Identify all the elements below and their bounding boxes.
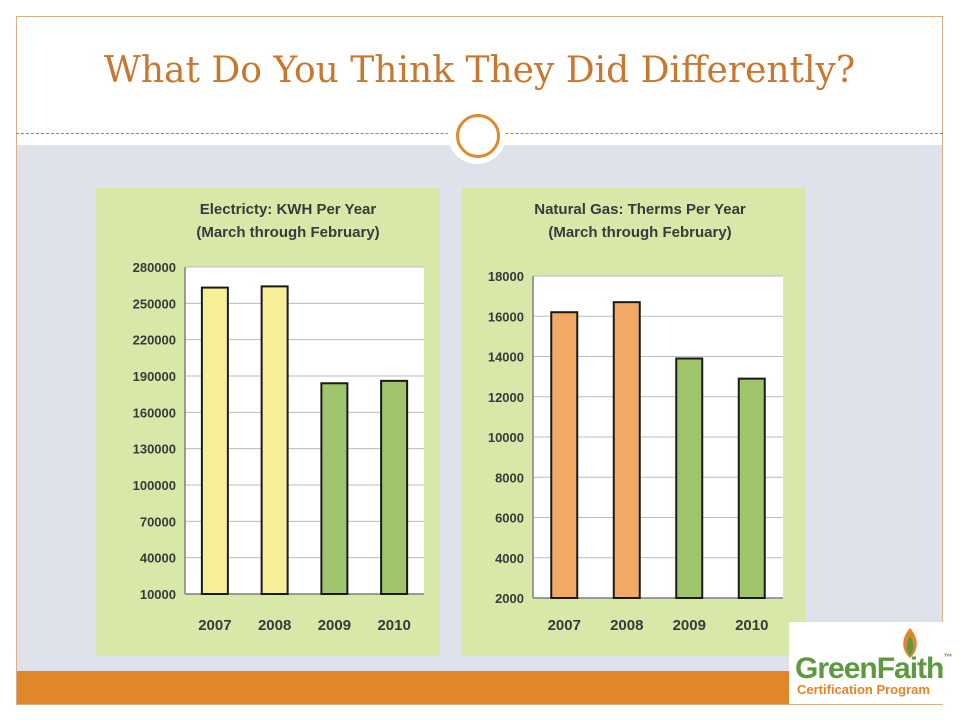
bar-2010: [380, 379, 409, 595]
flame-leaf-icon: [903, 628, 917, 658]
y-tick-label: 70000: [140, 514, 176, 529]
y-tick-label: 18000: [488, 269, 524, 284]
y-tick-label: 250000: [133, 296, 176, 311]
chart-title: Electricty: KWH Per Year: [200, 201, 377, 218]
footer-bar: [17, 671, 942, 704]
y-tick-label: 100000: [133, 478, 176, 493]
y-tick-label: 2000: [495, 591, 524, 606]
x-category-label: 2007: [198, 617, 231, 634]
electricity-chart-panel: Electricty: KWH Per Year (March through …: [96, 188, 440, 656]
y-tick-label: 12000: [488, 390, 524, 405]
y-tick-label: 4000: [495, 551, 524, 566]
bar-2009: [675, 357, 704, 599]
y-tick-label: 160000: [133, 405, 176, 420]
y-tick-label: 6000: [495, 511, 524, 526]
greenfaith-logo: GreenFaith™ Certification Program: [789, 622, 952, 704]
y-tick-label: 14000: [488, 350, 524, 365]
bar-2008: [612, 301, 641, 599]
bar-2008: [260, 285, 289, 595]
slide-frame: [16, 16, 943, 705]
gas-chart: Natural Gas: Therms Per Year (March thro…: [462, 188, 806, 656]
y-tick-label: 40000: [140, 551, 176, 566]
gas-chart-panel: Natural Gas: Therms Per Year (March thro…: [462, 188, 806, 656]
y-tick-label: 220000: [133, 333, 176, 348]
x-category-label: 2008: [258, 617, 291, 634]
circle-ring-icon: [456, 114, 500, 158]
bar-2007: [200, 286, 229, 595]
y-tick-label: 16000: [488, 309, 524, 324]
slide-title: What Do You Think They Did Differently?: [103, 50, 856, 91]
y-tick-label: 190000: [133, 369, 176, 384]
electricity-plot-area: 10000 40000 70000 100000 130000 160000 190000 2…: [133, 260, 424, 634]
x-category-label: 2007: [548, 617, 581, 634]
y-tick-label: 280000: [133, 260, 176, 275]
y-tick-label: 10000: [140, 587, 176, 602]
y-tick-label: 8000: [495, 470, 524, 485]
bar-2009: [320, 382, 349, 595]
bar-2007: [550, 311, 579, 599]
logo-tagline: Certification Program: [797, 682, 930, 697]
y-tick-label: 10000: [488, 430, 524, 445]
x-category-label: 2009: [673, 617, 706, 634]
chart-subtitle: (March through February): [196, 224, 379, 241]
x-category-label: 2010: [377, 617, 410, 634]
x-category-label: 2008: [610, 617, 643, 634]
chart-title: Natural Gas: Therms Per Year: [534, 201, 746, 218]
chart-subtitle: (March through February): [548, 224, 731, 241]
bar-2010: [737, 377, 766, 599]
x-category-label: 2010: [735, 617, 768, 634]
gas-plot-area: 2000 4000 6000 8000 10000 12000 14000 16000 1800…: [488, 269, 783, 634]
logo-wordmark: GreenFaith™: [795, 652, 952, 685]
electricity-chart: Electricty: KWH Per Year (March through …: [96, 188, 440, 656]
x-category-label: 2009: [318, 617, 351, 634]
y-tick-label: 130000: [133, 442, 176, 457]
